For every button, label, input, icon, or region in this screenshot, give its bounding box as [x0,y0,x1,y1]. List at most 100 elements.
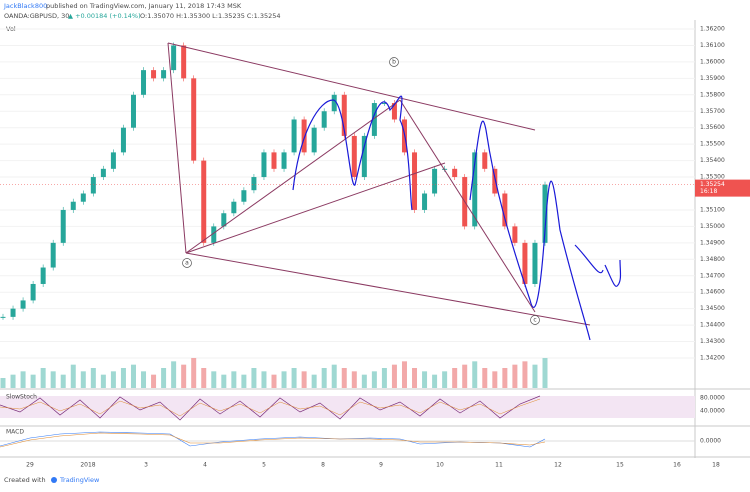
volume-bar [462,364,468,388]
date-label: 12 [554,462,562,469]
price-tick-label: 1.35000 [700,223,725,230]
curve [604,259,622,287]
candle [181,45,187,79]
volume-bar [271,374,277,388]
volume-bar [502,368,508,388]
date-label: 9 [379,462,383,469]
volume-bar [482,368,488,388]
price-tick-label: 1.34300 [700,338,725,345]
candle [231,201,237,214]
curve [469,120,591,341]
candle [331,94,337,112]
date-label: 29 [26,462,34,469]
candle [502,193,508,227]
candle [321,111,327,128]
date-axis: 29 2018 3 4 5 8 9 10 11 12 15 16 18 [26,462,720,469]
candle [211,226,217,243]
volume-bar [20,371,26,388]
volume-bar [30,374,36,388]
volume-bar [512,364,518,388]
candle [381,103,387,105]
date-label: 2018 [80,462,95,469]
candle [100,168,106,178]
date-label: 4 [203,462,207,469]
candle [70,201,76,210]
price-tick-label: 1.36000 [700,58,725,65]
candle [341,94,347,136]
price-tick-label: 1.36100 [700,42,725,49]
candle [542,184,548,243]
price-pane: 1.36200 1.36100 1.36000 1.35900 1.35800 1.357… [0,26,750,388]
last-price-box [695,179,750,197]
candle [60,209,66,243]
volume-bar [351,371,357,388]
footer-brand[interactable]: TradingView [59,476,100,484]
date-label: 8 [321,462,325,469]
volume-bar [80,371,86,388]
volume-bar [151,374,157,388]
candle [281,152,287,169]
volume-bar [221,374,227,388]
trendline [167,42,187,254]
candle [30,283,36,301]
footer-created: Created with [4,476,46,484]
candle [492,168,498,194]
price-tick-label: 1.35400 [700,157,725,164]
candle [251,177,257,191]
price-tick-label: 1.35500 [700,141,725,148]
candle [472,152,478,227]
volume-bar [442,371,448,388]
volume-bar [50,371,56,388]
volume-bar [241,374,247,388]
macd-signal [0,432,546,448]
price-tick-label: 1.35900 [700,75,725,82]
candle [110,152,116,169]
volume-bar [321,368,327,388]
projection-curves [292,95,622,341]
candle [40,267,46,284]
candle [391,103,397,120]
candle [0,316,6,318]
candle [20,300,26,309]
author[interactable]: JackBlack800 [3,2,47,10]
volume-bar [361,374,367,388]
volume-bar [492,371,498,388]
pattern-drawing [167,42,591,326]
curve [574,244,604,274]
volume-bar [311,374,317,388]
point-labels: a b c [182,57,540,325]
price-tick-label: 1.35100 [700,206,725,213]
ohlc: O:1.35070 H:1.35300 L:1.35235 C:1.35254 [140,12,281,20]
volume-bar [251,368,257,388]
trendline [185,99,401,254]
volume-bar [90,368,96,388]
candle [130,94,136,128]
candle [120,127,126,153]
stoch-band [0,396,695,418]
volume-bar [141,371,147,388]
trendline [185,162,446,254]
volume-bar [100,374,106,388]
volume-bar [161,368,167,388]
volume-bar [522,361,528,388]
volume-bar [301,371,307,388]
volume-bar [401,361,407,388]
volume-bar [110,371,116,388]
macd-label: MACD [6,429,24,436]
volume-bar [60,374,66,388]
price-tick-label: 1.34800 [700,256,725,263]
candle [412,152,418,210]
candle [80,193,86,202]
volume-bar [331,364,337,388]
price-tick-label: 1.35700 [700,108,725,115]
volume-bar [201,368,207,388]
stoch-d-line [0,398,541,417]
stoch-label: SlowStoch [6,394,37,401]
volume-bar [211,371,217,388]
volume-bar [452,368,458,388]
candle [271,152,277,169]
candle [261,152,267,178]
date-label: 3 [144,462,148,469]
candle [291,119,297,153]
stoch-tick: 40.0000 [700,408,725,415]
